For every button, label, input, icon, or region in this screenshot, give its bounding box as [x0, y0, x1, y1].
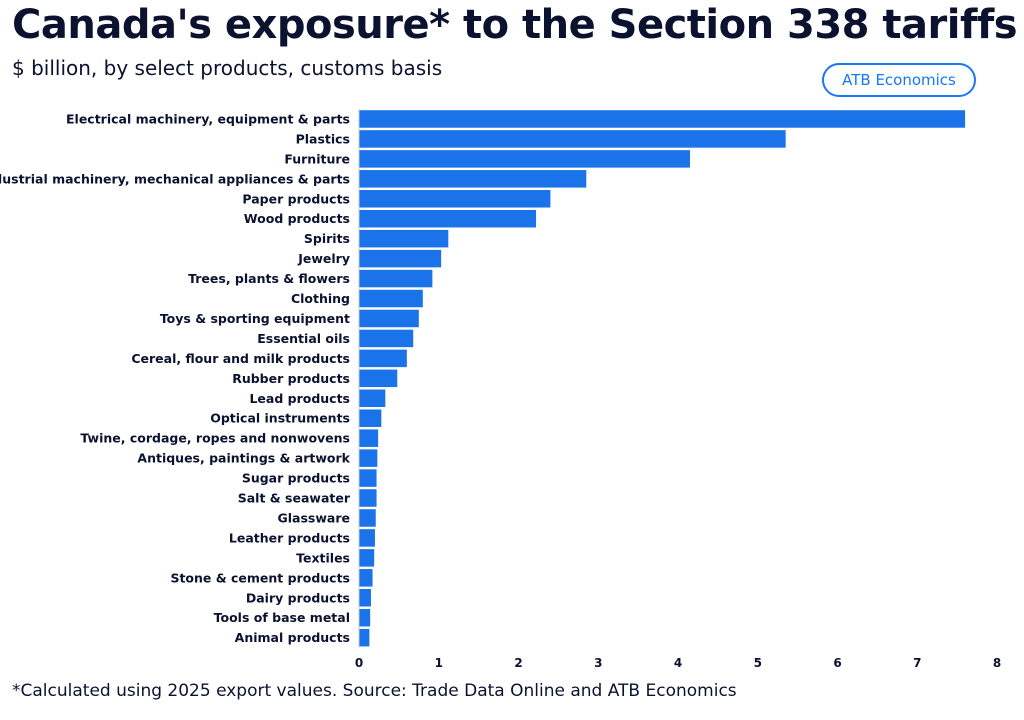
x-tick-label: 8: [993, 656, 1001, 670]
category-label: Lead products: [249, 391, 350, 406]
bar: [359, 489, 377, 507]
bar: [359, 209, 537, 228]
x-tick-label: 5: [754, 656, 762, 670]
x-tick-label: 1: [435, 656, 443, 670]
bar: [359, 449, 378, 467]
category-label: Essential oils: [257, 331, 350, 346]
bar: [359, 289, 423, 308]
bar: [359, 409, 382, 427]
category-label: Dairy products: [246, 590, 350, 605]
bar: [359, 150, 690, 168]
bar: [359, 229, 449, 248]
category-label: Electrical machinery, equipment & parts: [66, 111, 350, 126]
x-tick-label: 6: [833, 656, 841, 670]
bars-group: [359, 110, 966, 647]
category-label: Furniture: [284, 151, 350, 166]
footnote: *Calculated using 2025 export values. So…: [12, 681, 737, 701]
category-label: Wood products: [244, 211, 350, 226]
category-label: Trees, plants & flowers: [188, 271, 350, 286]
bar: [359, 529, 375, 547]
bar: [359, 110, 966, 128]
x-tick-label: 7: [913, 656, 921, 670]
category-labels-group: Electrical machinery, equipment & parts P…: [0, 111, 351, 645]
category-label: Stone & cement products: [170, 570, 350, 585]
bar: [359, 628, 370, 647]
x-tick-label: 3: [594, 656, 602, 670]
category-label: Jewelry: [297, 251, 350, 266]
category-label: Clothing: [291, 291, 350, 306]
bar: [359, 369, 398, 388]
bar: [359, 389, 386, 408]
bar: [359, 329, 414, 348]
chart-title: Canada's exposure* to the Section 338 ta…: [12, 2, 1018, 48]
bar: [359, 429, 379, 447]
bar: [359, 469, 377, 487]
category-label: Animal products: [235, 630, 350, 645]
category-label: Glassware: [278, 510, 351, 525]
x-axis: 0 1 2 3 4 5 6 7 8: [355, 109, 1001, 670]
bar: [359, 549, 375, 567]
category-label: Plastics: [296, 131, 350, 146]
bar: [359, 190, 551, 208]
bar: [359, 130, 786, 148]
category-label: Tools of base metal: [214, 610, 350, 625]
bar: [359, 589, 371, 607]
chart-subtitle: $ billion, by select products, customs b…: [12, 56, 443, 80]
x-tick-label: 4: [674, 656, 682, 670]
category-label: Twine, cordage, ropes and nonwovens: [80, 431, 350, 446]
category-label: Sugar products: [242, 471, 350, 486]
bar: [359, 269, 433, 288]
category-label: Spirits: [304, 231, 350, 246]
x-tick-label: 0: [355, 656, 363, 670]
category-label: Salt & seawater: [238, 491, 351, 506]
bar: [359, 349, 407, 368]
category-label: Leather products: [229, 530, 350, 545]
bar: [359, 309, 419, 328]
category-label: Cereal, flour and milk products: [131, 351, 350, 366]
category-label: Toys & sporting equipment: [160, 311, 350, 326]
category-label: Textiles: [296, 550, 350, 565]
atb-economics-badge: ATB Economics: [822, 63, 976, 97]
bar: [359, 170, 587, 188]
category-label: Antiques, paintings & artwork: [137, 451, 350, 466]
bar: [359, 249, 442, 268]
category-label: Optical instruments: [210, 411, 350, 426]
category-label: Rubber products: [232, 371, 350, 386]
bar: [359, 509, 376, 527]
category-label: Paper products: [242, 191, 350, 206]
bar: [359, 608, 371, 627]
category-label: Industrial machinery, mechanical applian…: [0, 171, 350, 186]
x-tick-label: 2: [514, 656, 522, 670]
bar: [359, 569, 373, 587]
